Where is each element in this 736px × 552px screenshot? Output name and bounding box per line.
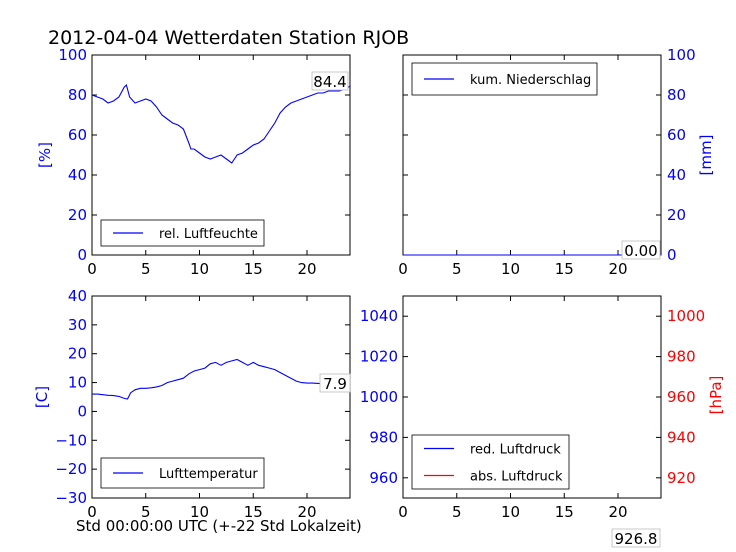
y-tick-label: 0 bbox=[667, 246, 677, 264]
y-tick-label-right: 940 bbox=[667, 428, 696, 446]
last-value-box bbox=[621, 240, 661, 260]
pressure-ylabel-right: [hPa] bbox=[707, 376, 725, 415]
x-tick-label: 15 bbox=[555, 260, 574, 278]
plot-frame bbox=[91, 295, 351, 499]
y-tick-label: 30 bbox=[68, 316, 87, 334]
y-tick-label: 20 bbox=[68, 345, 87, 363]
y-tick-label-left: 1000 bbox=[360, 388, 398, 406]
y-tick-label: 0 bbox=[77, 402, 87, 420]
plot-frame bbox=[91, 54, 351, 256]
x-tick-label: 0 bbox=[87, 503, 97, 521]
legend-label: kum. Niederschlag bbox=[470, 73, 591, 88]
series-line bbox=[92, 358, 351, 400]
legend-label: abs. Luftdruck bbox=[470, 470, 563, 485]
x-tick-label: 10 bbox=[190, 260, 209, 278]
last-value-box bbox=[611, 528, 661, 548]
series-line bbox=[91, 83, 351, 164]
y-tick-label: 20 bbox=[68, 206, 87, 224]
x-tick-label: 15 bbox=[244, 503, 263, 521]
legend-label: Lufttemperatur bbox=[159, 467, 258, 482]
x-tick-label: 10 bbox=[501, 503, 520, 521]
x-tick-label: 20 bbox=[297, 503, 316, 521]
humidity-panel: 0 5 10 15 20 0 20 40 60 80 100 rel. Luftfeuchte 84.4 bbox=[58, 46, 351, 278]
last-value-label: 84.4 bbox=[313, 73, 346, 91]
x-tick-label: 15 bbox=[244, 260, 263, 278]
y-tick-label-left: 1020 bbox=[360, 348, 398, 366]
y-tick-label: 0 bbox=[77, 246, 87, 264]
x-tick-label: 5 bbox=[141, 260, 151, 278]
figure-xlabel: Std 00:00:00 UTC (+-22 Std Lokalzeit) bbox=[76, 517, 362, 535]
last-value-label: 0.00 bbox=[624, 242, 657, 260]
x-tick-label: 10 bbox=[190, 503, 209, 521]
y-tick-label-right: 960 bbox=[667, 388, 696, 406]
last-value-label: 926.8 bbox=[615, 530, 658, 548]
humidity-ylabel: [%] bbox=[36, 142, 54, 168]
legend-label: red. Luftdruck bbox=[470, 443, 561, 458]
legend-label: rel. Luftfeuchte bbox=[159, 227, 258, 242]
x-tick-label: 15 bbox=[555, 503, 574, 521]
precipitation-panel: 0 5 10 15 20 0 20 40 60 80 100 kum. Niederschlag 0.0… bbox=[398, 46, 695, 278]
x-tick-label: 20 bbox=[297, 260, 316, 278]
y-tick-label: 10 bbox=[68, 374, 87, 392]
x-tick-label: 0 bbox=[398, 260, 408, 278]
y-tick-label: 100 bbox=[58, 46, 87, 64]
y-tick-label: −30 bbox=[55, 489, 87, 507]
y-tick-label-left: 980 bbox=[369, 428, 398, 446]
x-tick-label: 20 bbox=[608, 503, 627, 521]
x-tick-label: 5 bbox=[452, 260, 462, 278]
temperature-ylabel: [C] bbox=[33, 386, 51, 408]
x-tick-label: 10 bbox=[501, 260, 520, 278]
x-tick-label: 20 bbox=[608, 260, 627, 278]
y-tick-label-right: 980 bbox=[667, 348, 696, 366]
precipitation-ylabel: [mm] bbox=[697, 135, 715, 176]
last-value-box bbox=[311, 71, 349, 91]
x-tick-label: 0 bbox=[398, 503, 408, 521]
x-tick-label: 5 bbox=[141, 503, 151, 521]
y-tick-label: −20 bbox=[55, 460, 87, 478]
last-value-label: 7.9 bbox=[323, 375, 347, 393]
pressure-panel: 0 5 10 15 20 960 980 1000 1020 1040 920 940 960 980 10… bbox=[360, 295, 705, 548]
y-tick-label: 80 bbox=[667, 86, 686, 104]
figure-title: 2012-04-04 Wetterdaten Station RJOB bbox=[48, 27, 409, 49]
y-tick-label: 40 bbox=[667, 166, 686, 184]
y-tick-label: 40 bbox=[68, 166, 87, 184]
y-tick-label: 60 bbox=[667, 126, 686, 144]
legend-box bbox=[411, 434, 570, 490]
last-value-box bbox=[319, 373, 351, 393]
y-tick-label: 100 bbox=[667, 46, 696, 64]
y-tick-label-left: 1040 bbox=[360, 307, 398, 325]
x-tick-label: 0 bbox=[87, 260, 97, 278]
y-tick-label: 60 bbox=[68, 126, 87, 144]
y-tick-label: 40 bbox=[68, 287, 87, 305]
y-tick-label-left: 960 bbox=[369, 469, 398, 487]
y-tick-label: 20 bbox=[667, 206, 686, 224]
temperature-panel: 0 5 10 15 20 −30 −20 −10 0 10 20 30 40 Lufttemperatur… bbox=[55, 287, 351, 521]
y-tick-label: −10 bbox=[55, 431, 87, 449]
y-tick-label-right: 920 bbox=[667, 469, 696, 487]
y-tick-label-right: 1000 bbox=[667, 307, 705, 325]
x-tick-label: 5 bbox=[452, 503, 462, 521]
y-tick-label: 80 bbox=[68, 86, 87, 104]
